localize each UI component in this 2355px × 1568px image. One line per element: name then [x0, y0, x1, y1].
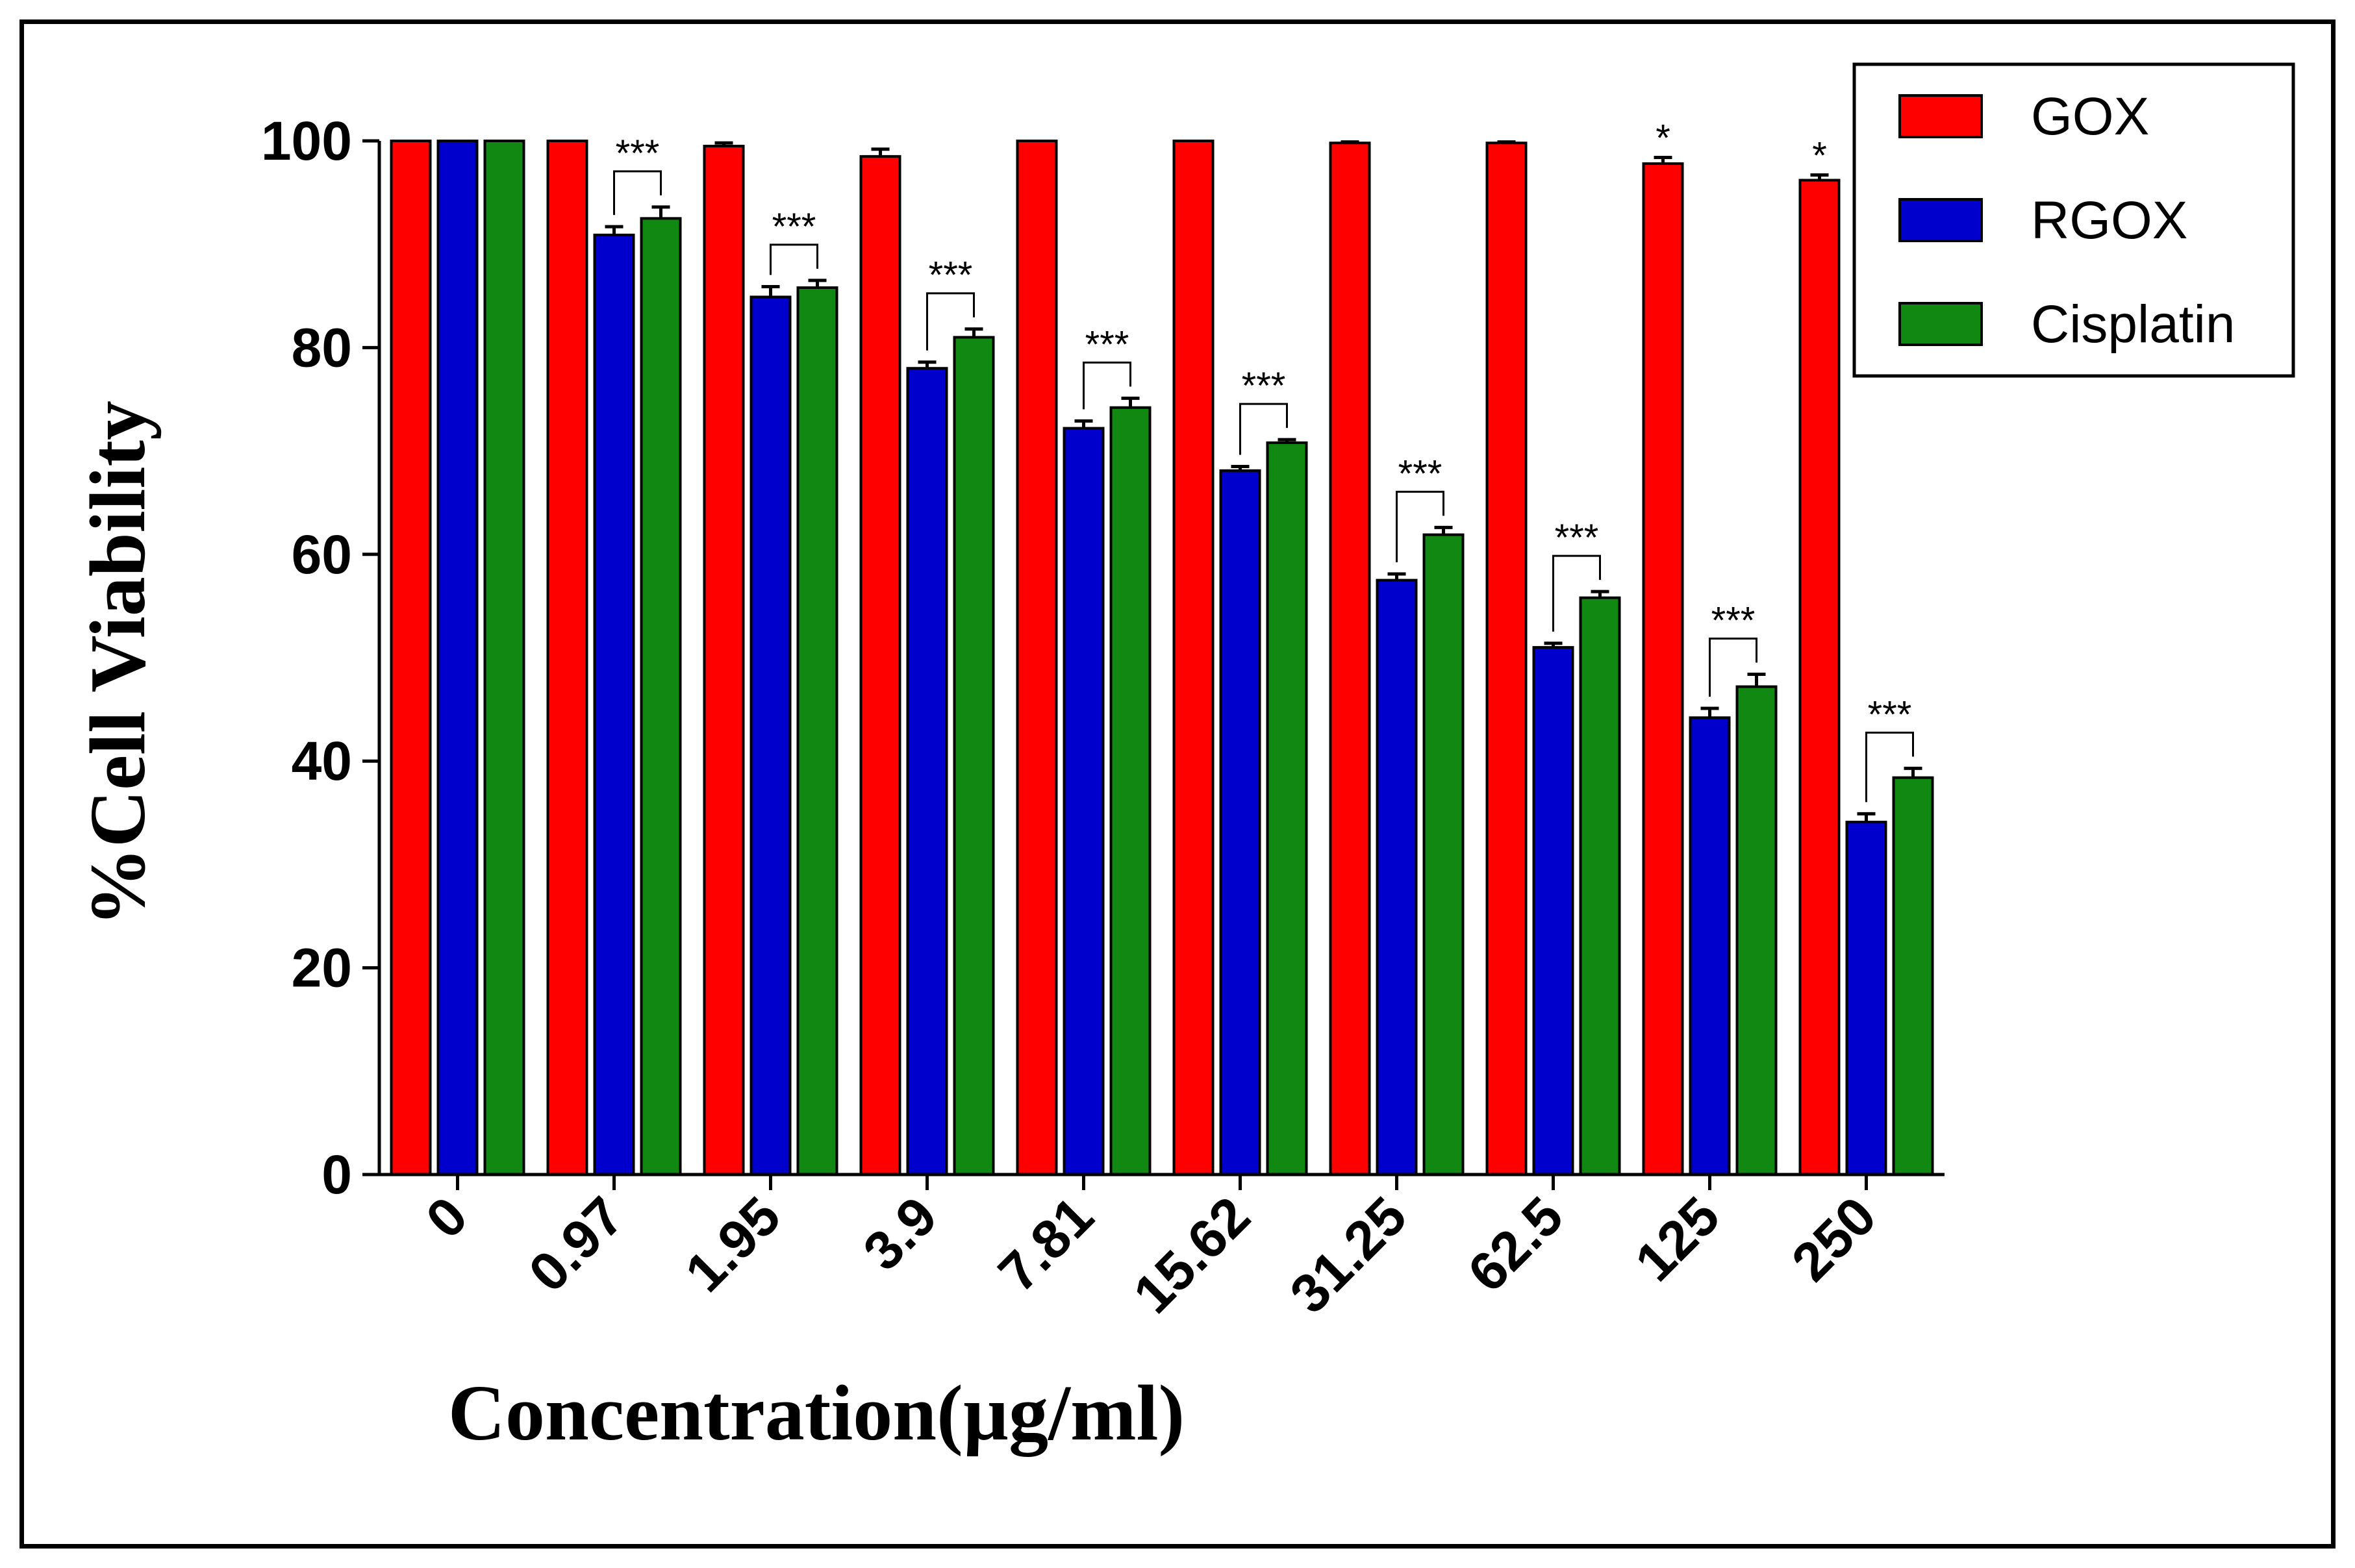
significance-bracket-0.97 [613, 170, 662, 216]
y-tick-label-0: 0 [321, 1144, 352, 1205]
significance-bracket-15.62 [1239, 403, 1288, 455]
bar-rgox-7.81 [1063, 427, 1105, 1176]
y-axis-title: %Cell Viability [74, 401, 162, 927]
x-tick-label-3.9: 3.9 [851, 1185, 948, 1282]
bar-cisplatin-31.25 [1422, 533, 1465, 1176]
y-tick-label-20: 20 [292, 938, 352, 999]
bar-cisplatin-7.81 [1109, 406, 1152, 1176]
significance-label-7.81: *** [1085, 323, 1129, 366]
y-tick-label-40: 40 [292, 730, 352, 791]
bar-cisplatin-62.5 [1579, 596, 1621, 1176]
bar-rgox-62.5 [1532, 646, 1574, 1176]
significance-single-125: * [1656, 117, 1670, 159]
x-tick-label-0.97: 0.97 [517, 1185, 635, 1303]
bar-rgox-31.25 [1376, 579, 1418, 1176]
significance-label-15.62: *** [1242, 365, 1286, 407]
bar-rgox-1.95 [749, 295, 792, 1176]
x-tick-label-7.81: 7.81 [987, 1185, 1105, 1303]
bar-rgox-3.9 [906, 367, 948, 1176]
legend-swatch-cisplatin [1898, 302, 1983, 346]
bar-cisplatin-0 [483, 140, 525, 1176]
y-tick-label-80: 80 [292, 317, 352, 378]
significance-bracket-250 [1865, 731, 1914, 803]
bar-gox-62.5 [1485, 142, 1528, 1176]
significance-label-3.9: *** [929, 255, 973, 297]
significance-label-125: *** [1711, 599, 1756, 641]
x-tick-label-1.95: 1.95 [674, 1185, 792, 1303]
significance-layer: **************************** * [613, 117, 1914, 803]
legend-label-rgox: RGOX [2031, 191, 2187, 250]
bar-gox-0 [390, 140, 432, 1176]
x-axis-title: Concentration(µg/ml) [448, 1369, 1185, 1457]
x-tick-label-15.62: 15.62 [1122, 1185, 1261, 1325]
legend-swatch-rgox [1898, 198, 1983, 242]
bar-rgox-250 [1845, 821, 1887, 1176]
bar-gox-125 [1642, 162, 1684, 1176]
significance-label-250: *** [1868, 693, 1912, 736]
bar-chart: **************************** * 0204060801… [74, 62, 2295, 1457]
bar-gox-0.97 [546, 140, 588, 1176]
significance-bracket-31.25 [1396, 490, 1444, 563]
bar-gox-3.9 [859, 155, 901, 1176]
significance-bracket-62.5 [1552, 554, 1601, 632]
bars-layer [390, 140, 1934, 1176]
legend-swatch-gox [1898, 94, 1983, 138]
bar-cisplatin-0.97 [640, 217, 682, 1176]
bar-gox-7.81 [1016, 140, 1058, 1176]
bar-cisplatin-250 [1892, 776, 1934, 1176]
bar-cisplatin-15.62 [1266, 441, 1308, 1176]
x-tick-label-125: 125 [1624, 1185, 1732, 1293]
bar-gox-250 [1798, 179, 1841, 1176]
bar-rgox-125 [1689, 716, 1731, 1176]
x-tick-label-0: 0 [414, 1185, 479, 1250]
error-bars-layer [605, 140, 1922, 823]
significance-single-250: * [1812, 135, 1827, 177]
significance-label-31.25: *** [1398, 453, 1442, 495]
bar-cisplatin-125 [1735, 685, 1778, 1176]
significance-bracket-7.81 [1083, 361, 1131, 410]
bar-gox-1.95 [703, 144, 745, 1176]
y-tick-label-60: 60 [292, 524, 352, 585]
x-tick-label-250: 250 [1780, 1185, 1888, 1293]
significance-label-62.5: *** [1555, 517, 1599, 559]
bar-cisplatin-3.9 [953, 336, 995, 1176]
x-tick-label-62.5: 62.5 [1456, 1185, 1574, 1303]
significance-label-0.97: *** [616, 132, 660, 175]
bar-gox-31.25 [1329, 142, 1371, 1176]
bar-rgox-0.97 [593, 233, 635, 1176]
significance-label-1.95: *** [772, 206, 816, 248]
significance-bracket-125 [1709, 637, 1757, 697]
legend-label-gox: GOX [2031, 87, 2149, 146]
bar-cisplatin-1.95 [796, 286, 838, 1176]
legend: GOX RGOX Cisplatin [1852, 62, 2295, 378]
figure-frame: *** *** *** *** *** *** *** *** *** * * 0 20 40 60 80 1… [19, 19, 2336, 1549]
x-tick-label-31.25: 31.25 [1278, 1185, 1418, 1325]
significance-bracket-3.9 [926, 292, 975, 351]
bar-gox-15.62 [1172, 140, 1215, 1176]
bar-rgox-0 [436, 140, 479, 1176]
bar-rgox-15.62 [1219, 469, 1261, 1176]
y-tick-label-100: 100 [261, 110, 352, 171]
legend-label-cisplatin: Cisplatin [2031, 295, 2235, 354]
significance-bracket-1.95 [770, 243, 818, 275]
